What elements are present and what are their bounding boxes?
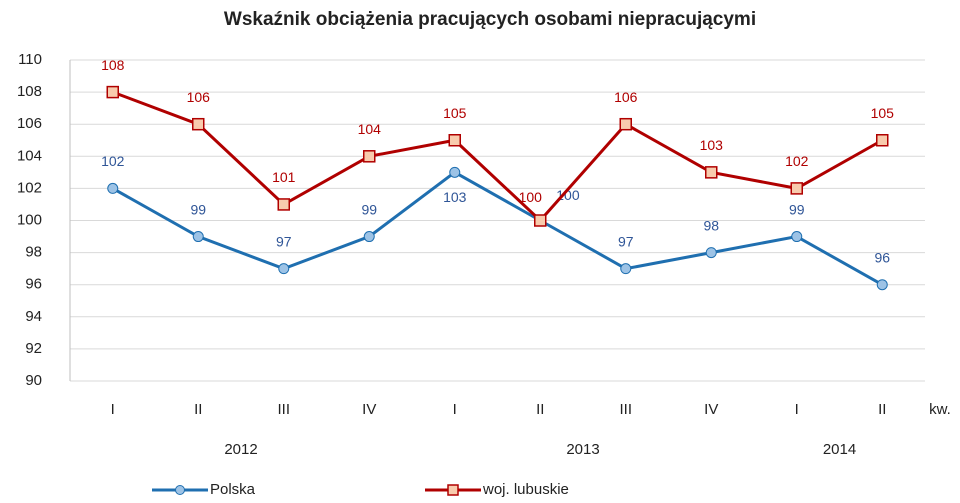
marker [278,263,290,275]
marker [791,231,803,243]
marker [876,279,888,291]
legend-marker [175,485,185,495]
x-tick-label: I [111,401,115,418]
data-label: 101 [272,169,296,185]
data-label: 100 [556,187,580,203]
year-label: 2012 [224,441,257,458]
x-tick-label: IV [362,401,376,418]
y-tick-label: 90 [25,372,42,389]
data-label: 103 [700,137,724,153]
marker [277,198,290,211]
marker [192,117,205,131]
data-label: 102 [101,153,125,169]
y-tick-label: 102 [17,179,42,196]
data-label: 104 [358,121,382,137]
marker [192,231,204,243]
x-axis-label: kw. [929,401,951,418]
marker [363,231,375,243]
series-line [112,170,883,287]
y-tick-label: 92 [25,340,42,357]
x-tick-label: I [453,401,457,418]
year-label: 2014 [823,441,856,458]
data-label: 97 [618,233,634,249]
data-label: 99 [361,201,377,217]
marker [876,134,889,147]
chart-title: Wskaźnik obciążenia pracujących osobami … [224,9,756,30]
marker [620,263,632,275]
marker [107,182,119,194]
marker [534,214,547,227]
y-tick-label: 106 [17,115,42,132]
legend-label: Polska [210,481,256,498]
y-tick-label: 108 [17,83,42,100]
x-tick-label: II [194,401,202,418]
y-tick-label: 94 [25,308,42,325]
x-tick-label: II [536,401,544,418]
data-label: 108 [101,57,125,73]
data-label: 102 [785,153,809,169]
series-line [112,90,883,223]
x-tick-label: I [795,401,799,418]
data-label: 97 [276,233,292,249]
y-tick-label: 96 [25,276,42,293]
data-label: 96 [874,249,890,265]
marker [449,166,461,178]
x-tick-label: IV [704,401,718,418]
data-label: 99 [190,201,206,217]
y-tick-label: 100 [17,211,42,228]
legend-marker [447,484,459,496]
data-label: 105 [443,105,467,121]
data-label: 98 [703,217,719,233]
marker [448,134,461,147]
year-label: 2013 [566,441,599,458]
data-label: 106 [614,89,638,105]
data-label: 99 [789,201,805,217]
marker [363,150,376,163]
marker [619,117,632,131]
y-tick-label: 110 [18,51,42,68]
y-tick-label: 104 [17,147,42,164]
marker [705,247,717,259]
marker [790,182,803,195]
data-label: 100 [519,189,543,205]
marker [106,85,119,99]
data-label: 105 [871,105,895,121]
x-tick-label: II [878,401,886,418]
y-tick-label: 98 [25,244,42,261]
x-tick-label: III [619,401,632,418]
x-tick-label: III [277,401,290,418]
marker [705,166,718,179]
data-label: 103 [443,189,467,205]
data-label: 106 [187,89,211,105]
legend-label: woj. lubuskie [482,481,569,498]
